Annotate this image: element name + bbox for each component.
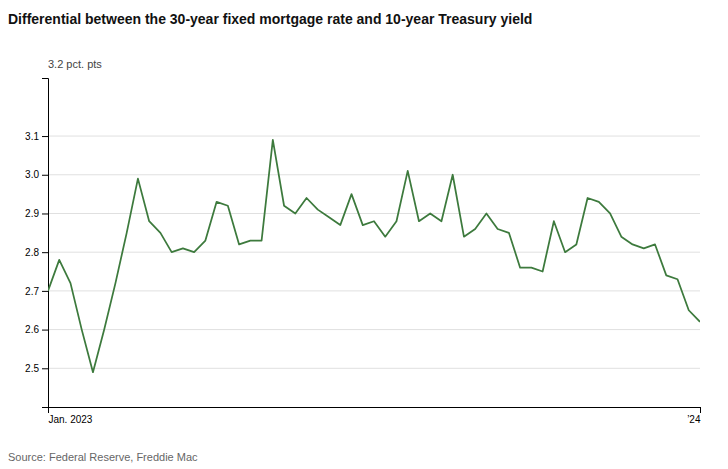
y-tick-label: 2.6 bbox=[25, 324, 39, 335]
y-tick-label: 2.8 bbox=[25, 247, 39, 258]
source: Source: Federal Reserve, Freddie Mac bbox=[8, 451, 198, 463]
annotation: 3.2 pct. pts bbox=[48, 58, 102, 70]
grid-line bbox=[48, 174, 700, 175]
grid-line bbox=[48, 213, 700, 214]
y-tick-mark bbox=[42, 330, 48, 331]
y-tick-mark bbox=[42, 368, 48, 369]
y-tick-label: 2.7 bbox=[25, 286, 39, 297]
grid-line bbox=[48, 329, 700, 330]
grid-line bbox=[48, 368, 700, 369]
y-tick-mark bbox=[42, 252, 48, 253]
y-tick-mark bbox=[42, 175, 48, 176]
x-tick-mark bbox=[700, 407, 701, 413]
grid-line bbox=[48, 252, 700, 253]
y-tick-label: 3.0 bbox=[25, 169, 39, 180]
x-tick-label: Jan. 2023 bbox=[49, 414, 93, 425]
chart: Differential between the 30-year fixed m… bbox=[0, 0, 728, 469]
y-tick: 3.1 bbox=[25, 131, 48, 142]
y-tick-mark bbox=[42, 213, 48, 214]
y-tick: 2.8 bbox=[25, 247, 48, 258]
grid-line bbox=[48, 136, 700, 137]
line bbox=[48, 140, 700, 372]
x-tick: ’24 bbox=[687, 407, 701, 425]
y-tick-label: 2.5 bbox=[25, 363, 39, 374]
y-tick-mark bbox=[42, 136, 48, 137]
x-axis: Jan. 2023 ’24 bbox=[49, 407, 701, 425]
grid bbox=[48, 136, 700, 368]
y-tick: 2.9 bbox=[25, 208, 48, 219]
y-axis: 2.5 2.6 2.7 2.8 2.9 3.0 3.1 bbox=[25, 79, 48, 408]
y-axis-line bbox=[42, 79, 49, 408]
title: Differential between the 30-year fixed m… bbox=[8, 11, 532, 27]
y-tick: 2.6 bbox=[25, 324, 48, 335]
y-tick: 3.0 bbox=[25, 169, 48, 180]
y-tick-label: 3.1 bbox=[25, 131, 39, 142]
y-tick: 2.5 bbox=[25, 363, 48, 374]
lines bbox=[48, 140, 700, 372]
y-tick: 2.7 bbox=[25, 286, 48, 297]
x-tick-mark bbox=[48, 407, 49, 413]
x-tick: Jan. 2023 bbox=[49, 407, 93, 425]
plot: 2.5 2.6 2.7 2.8 2.9 3.0 3.1 Jan. 2023 ’24 3.2 pct… bbox=[25, 58, 701, 425]
x-tick-label: ’24 bbox=[687, 414, 701, 425]
y-tick-mark bbox=[42, 291, 48, 292]
grid-line bbox=[48, 290, 700, 291]
y-tick-label: 2.9 bbox=[25, 208, 39, 219]
x-axis-line bbox=[49, 408, 701, 414]
